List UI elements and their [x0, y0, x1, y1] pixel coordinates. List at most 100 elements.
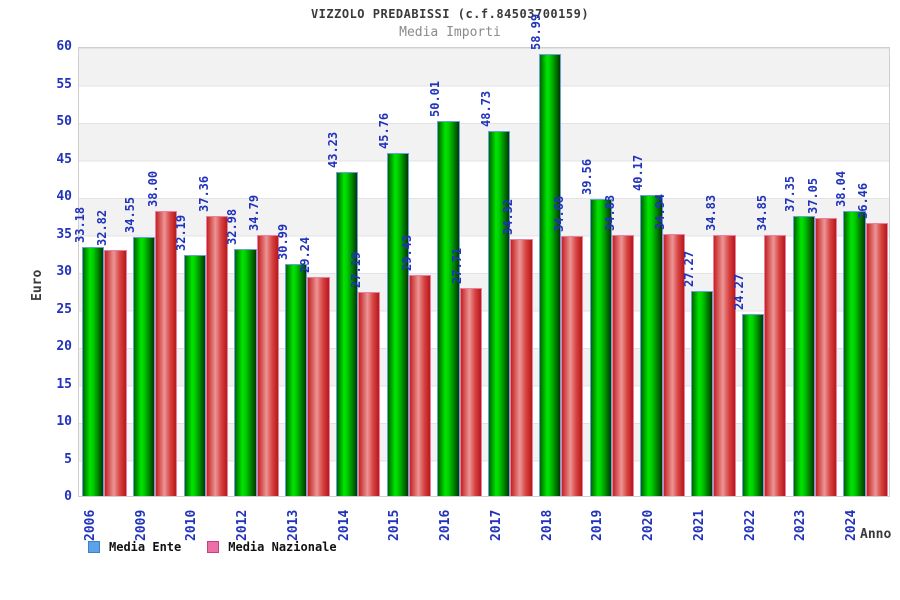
bar-media-ente-2024: [843, 210, 866, 496]
value-label-media-nazionale-2010: 37.36: [196, 175, 211, 212]
x-tick-2020: 2020: [641, 509, 657, 541]
x-axis-label: Anno: [860, 527, 892, 542]
value-label-media-nazionale-2024: 36.46: [856, 182, 871, 219]
bar-media-nazionale-2009: [155, 211, 178, 496]
y-tick-50: 50: [56, 114, 72, 129]
bar-media-ente-2020: [640, 194, 663, 496]
legend-item-media-nazionale: Media Nazionale: [207, 540, 337, 554]
x-tick-2013: 2013: [285, 509, 301, 541]
bar-media-nazionale-2006: [104, 249, 127, 496]
value-label-media-ente-2019: 39.56: [580, 159, 595, 196]
value-label-media-ente-2009: 34.55: [123, 196, 138, 233]
value-label-media-nazionale-2016: 27.71: [450, 248, 465, 285]
bar-media-nazionale-2020: [662, 233, 685, 496]
value-label-media-nazionale-2018: 34.68: [551, 195, 566, 232]
bar-media-nazionale-2014: [358, 292, 381, 496]
bar-media-nazionale-2022: [764, 234, 787, 496]
value-label-media-nazionale-2014: 27.19: [348, 251, 363, 289]
value-label-media-ente-2024: 38.04: [833, 170, 848, 207]
x-tick-2015: 2015: [387, 509, 403, 541]
x-tick-2009: 2009: [133, 509, 149, 541]
bar-media-nazionale-2018: [561, 235, 584, 496]
bar-media-nazionale-2021: [713, 234, 736, 496]
x-tick-2017: 2017: [488, 509, 504, 541]
y-tick-0: 0: [64, 489, 72, 504]
bar-media-ente-2012: [234, 248, 257, 496]
bar-media-ente-2010: [183, 254, 206, 496]
bar-media-nazionale-2019: [611, 234, 635, 496]
bar-media-ente-2022: [741, 313, 765, 496]
x-tick-2010: 2010: [184, 509, 200, 541]
value-label-media-nazionale-2015: 29.43: [399, 235, 414, 272]
value-label-media-nazionale-2023: 37.05: [805, 178, 820, 215]
x-tick-2006: 2006: [82, 509, 98, 541]
value-label-media-nazionale-2013: 29.24: [298, 236, 313, 273]
value-label-media-nazionale-2019: 34.83: [602, 194, 617, 231]
y-tick-60: 60: [56, 39, 72, 54]
legend: Media Ente Media Nazionale: [88, 540, 353, 554]
x-tick-2024: 2024: [844, 509, 860, 541]
x-tick-2016: 2016: [438, 509, 454, 541]
y-tick-20: 20: [56, 339, 72, 354]
media-nazionale-swatch-icon: [207, 541, 220, 553]
value-label-media-ente-2021: 27.27: [681, 251, 696, 288]
x-tick-2019: 2019: [590, 509, 606, 541]
bar-media-ente-2009: [132, 236, 156, 496]
bar-media-nazionale-2012: [256, 235, 279, 496]
value-label-media-nazionale-2022: 34.85: [754, 194, 769, 231]
value-label-media-nazionale-2021: 34.83: [704, 194, 719, 231]
bar-media-nazionale-2017: [510, 238, 533, 496]
value-label-media-ente-2018: 58.99: [529, 13, 544, 50]
chart-subtitle: Media Importi: [399, 25, 501, 40]
y-tick-5: 5: [64, 451, 72, 467]
y-tick-35: 35: [56, 226, 72, 242]
value-label-media-ente-2006: 33.18: [72, 207, 87, 244]
x-tick-2018: 2018: [539, 509, 555, 541]
y-tick-40: 40: [56, 189, 72, 204]
bar-media-ente-2018: [538, 53, 562, 496]
bar-media-ente-2014: [335, 171, 359, 496]
legend-item-media-ente: Media Ente: [88, 540, 181, 554]
bar-media-nazionale-2024: [865, 222, 888, 496]
value-label-media-nazionale-2009: 38.00: [145, 170, 160, 207]
x-tick-2014: 2014: [336, 509, 352, 541]
value-label-media-ente-2014: 43.23: [326, 131, 341, 168]
value-label-media-nazionale-2020: 34.94: [653, 193, 668, 230]
value-label-media-ente-2013: 30.99: [275, 223, 290, 260]
y-tick-30: 30: [56, 264, 72, 279]
media-ente-swatch-icon: [88, 541, 100, 553]
y-tick-25: 25: [56, 301, 72, 317]
x-tick-2023: 2023: [793, 509, 809, 541]
value-label-media-nazionale-2012: 34.79: [247, 194, 262, 232]
legend-label-media-nazionale: Media Nazionale: [228, 540, 337, 554]
value-label-media-ente-2016: 50.01: [427, 80, 442, 117]
y-tick-10: 10: [56, 414, 72, 429]
x-tick-2021: 2021: [691, 509, 707, 541]
legend-label-media-ente: Media Ente: [109, 540, 182, 554]
bar-media-ente-2023: [792, 215, 815, 496]
bar-media-nazionale-2015: [408, 275, 432, 496]
bar-media-ente-2021: [691, 291, 714, 496]
bar-media-ente-2016: [437, 120, 460, 496]
bar-media-nazionale-2013: [307, 276, 330, 496]
y-tick-45: 45: [56, 151, 72, 167]
plot-area: 33.18 32.82 34.55 38.00 32.19 37.36 32.98 34.79…: [73, 13, 890, 497]
y-tick-55: 55: [56, 76, 72, 92]
bar-media-nazionale-2023: [814, 218, 838, 496]
value-label-media-ente-2010: 32.19: [174, 214, 189, 251]
x-tick-2012: 2012: [235, 509, 251, 541]
value-label-media-ente-2017: 48.73: [478, 90, 493, 127]
x-tick-2022: 2022: [742, 509, 758, 541]
value-label-media-ente-2012: 32.98: [224, 208, 239, 245]
value-label-media-ente-2020: 40.17: [630, 154, 645, 191]
bar-media-ente-2019: [589, 199, 612, 496]
bar-media-ente-2017: [488, 130, 511, 496]
bar-media-nazionale-2016: [459, 288, 482, 496]
chart-title: VIZZOLO PREDABISSI (c.f.84503700159): [310, 7, 590, 21]
value-label-media-ente-2022: 24.27: [732, 273, 747, 310]
y-tick-15: 15: [56, 376, 72, 392]
bar-media-nazionale-2010: [205, 215, 229, 496]
bar-media-ente-2013: [285, 263, 308, 496]
value-label-media-ente-2023: 37.35: [783, 175, 798, 212]
